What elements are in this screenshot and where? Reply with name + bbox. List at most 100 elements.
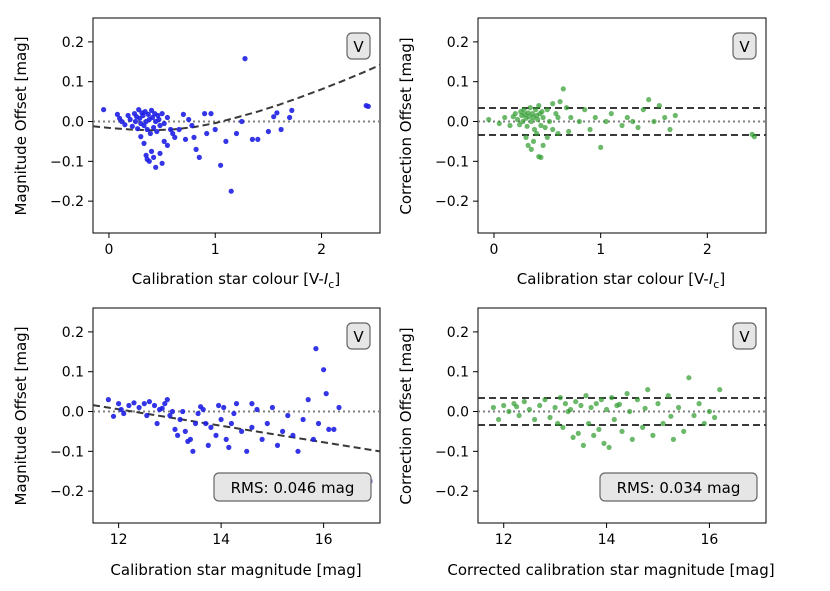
data-point <box>533 107 539 113</box>
data-point <box>528 118 534 125</box>
data-point <box>216 402 222 409</box>
data-point <box>213 432 219 438</box>
data-point <box>151 154 157 160</box>
data-point <box>221 404 227 411</box>
data-point <box>162 401 168 407</box>
x-tick-label: 16 <box>701 532 719 548</box>
data-point <box>203 420 209 427</box>
data-point <box>608 111 614 117</box>
data-point <box>265 128 271 135</box>
data-point <box>145 111 151 117</box>
data-point <box>496 416 502 423</box>
data-point <box>323 391 329 397</box>
band-badge: V <box>346 32 371 60</box>
data-point <box>635 124 641 131</box>
data-point <box>501 402 507 409</box>
x-label-italic: I <box>709 270 714 288</box>
data-point <box>523 134 529 140</box>
data-point <box>196 154 202 160</box>
rms-box: RMS: 0.034 mag <box>599 472 758 502</box>
x-tick-label: 1 <box>596 242 605 258</box>
data-point <box>141 122 147 129</box>
badge-label: V <box>739 328 750 346</box>
data-point <box>129 123 135 129</box>
data-point <box>751 134 757 140</box>
x-tick-label: 14 <box>212 532 230 548</box>
data-point <box>601 440 607 446</box>
data-point <box>186 116 192 123</box>
data-point <box>512 111 518 117</box>
data-point <box>315 420 322 427</box>
data-point <box>144 126 150 133</box>
data-point <box>177 416 183 423</box>
data-point <box>280 428 286 434</box>
x-ticks: 12 14 16 <box>495 523 719 548</box>
data-point <box>532 416 538 423</box>
data-point <box>655 401 661 407</box>
y-ticks: −0.2 −0.1 0.0 0.1 0.2 <box>50 325 93 500</box>
data-point <box>544 107 550 113</box>
data-point <box>596 426 602 432</box>
plot-frame <box>477 307 767 524</box>
data-point <box>538 122 544 129</box>
y-tick-label: 0.1 <box>447 365 469 381</box>
y-tick-label: 0.1 <box>62 365 84 381</box>
data-point <box>274 110 280 116</box>
data-point <box>525 110 531 116</box>
badge-label: V <box>353 38 364 56</box>
y-ticks: −0.2 −0.1 0.0 0.1 0.2 <box>50 35 93 210</box>
data-point <box>573 399 579 405</box>
data-point <box>259 436 265 442</box>
data-point <box>686 375 692 381</box>
fit-line <box>92 404 381 453</box>
y-tick-label: −0.2 <box>50 194 84 210</box>
data-point <box>161 120 167 127</box>
data-point <box>667 126 673 133</box>
data-point <box>616 401 623 407</box>
data-point <box>127 116 133 123</box>
data-point <box>208 424 214 430</box>
data-point <box>218 162 224 168</box>
data-point <box>619 122 625 129</box>
data-point <box>149 114 156 121</box>
y-tick-label: −0.1 <box>435 154 469 170</box>
band-badge: V <box>346 322 371 350</box>
data-point <box>144 412 150 419</box>
data-point <box>218 416 224 423</box>
data-point <box>172 426 178 432</box>
x-label-suffix: ] <box>334 270 340 288</box>
data-point <box>300 416 306 423</box>
data-point <box>187 436 193 442</box>
data-point <box>191 134 197 140</box>
data-point <box>587 126 593 133</box>
data-point <box>156 116 162 123</box>
data-point <box>540 114 546 121</box>
data-point <box>200 406 206 413</box>
data-point <box>122 122 128 128</box>
data-point <box>231 410 237 417</box>
x-tick-label: 14 <box>598 532 616 548</box>
plot-frame <box>92 307 381 524</box>
data-point <box>696 401 702 407</box>
panel-top-left: 0 1 2 −0.2 −0.1 0.0 0.1 0.2 V Calibration star… <box>12 17 381 291</box>
data-point <box>520 118 526 125</box>
data-point <box>668 413 674 419</box>
data-point <box>506 408 512 415</box>
data-point <box>555 130 561 137</box>
data-point <box>490 404 496 411</box>
data-point <box>624 391 630 397</box>
data-point <box>151 124 157 131</box>
x-tick-label: 2 <box>317 242 326 258</box>
data-point <box>180 111 186 117</box>
data-point <box>642 405 648 411</box>
data-point <box>164 142 170 148</box>
badge-box <box>346 32 371 60</box>
data-point <box>557 99 563 105</box>
data-point <box>138 134 144 140</box>
data-point <box>560 86 566 92</box>
data-point <box>560 424 566 430</box>
data-point <box>331 426 337 432</box>
data-point <box>132 118 139 125</box>
y-ticks: −0.2 −0.1 0.0 0.1 0.2 <box>435 325 478 500</box>
x-tick-label: 0 <box>104 242 113 258</box>
